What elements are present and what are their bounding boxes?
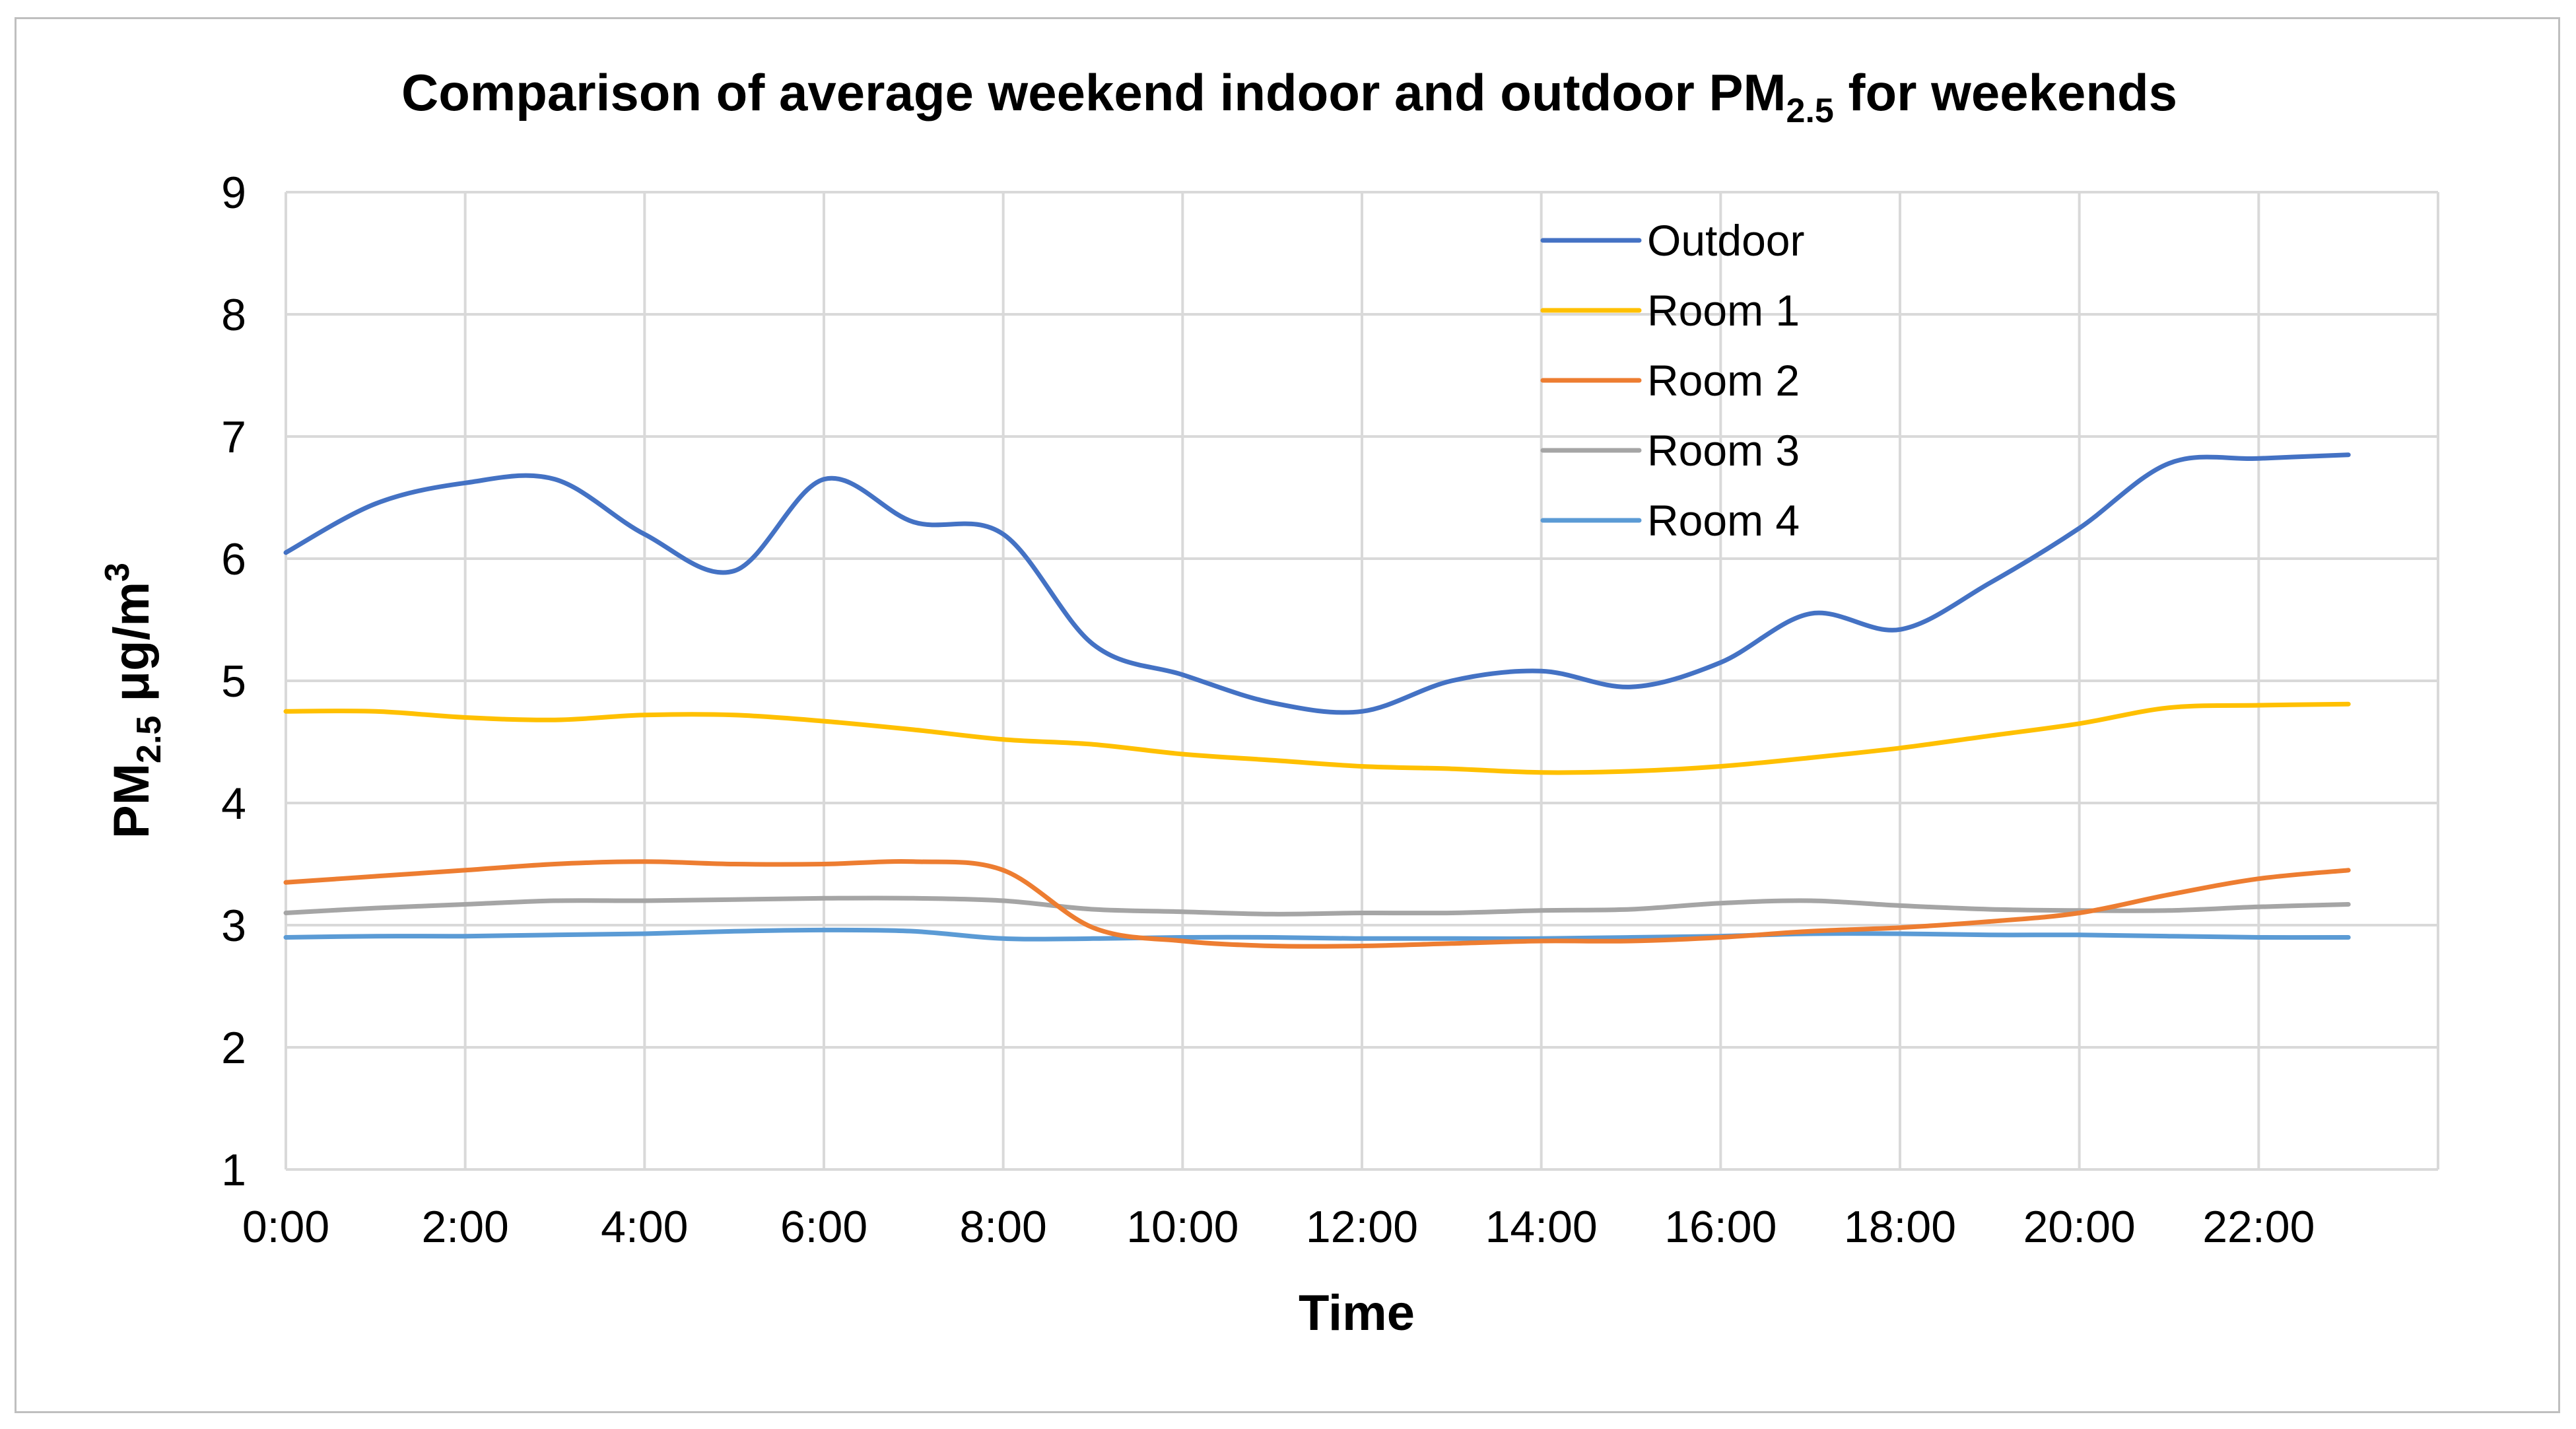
- x-tick-label: 12:00: [1306, 1202, 1418, 1252]
- y-tick-label: 4: [221, 779, 246, 829]
- y-axis-tick-labels: 1 2 3 4 5 6 7 8 9: [221, 168, 246, 1195]
- x-tick-label: 0:00: [242, 1202, 329, 1252]
- chart-title: Comparison of average weekend indoor and…: [401, 63, 2177, 130]
- x-tick-label: 14:00: [1485, 1202, 1598, 1252]
- legend-label-room-4: Room 4: [1647, 496, 1800, 545]
- legend-label-room-2: Room 2: [1647, 356, 1800, 405]
- x-axis-tick-labels: 0:00 2:00 4:00 6:00 8:00 10:00 12:00 14:00 16:00…: [242, 1202, 2315, 1252]
- x-tick-label: 18:00: [1844, 1202, 1956, 1252]
- x-tick-label: 2:00: [421, 1202, 508, 1252]
- series-line-room-1: [283, 701, 2351, 775]
- series-lines: [283, 452, 2351, 949]
- y-tick-label: 7: [221, 412, 246, 462]
- y-tick-label: 9: [221, 168, 246, 218]
- x-tick-label: 10:00: [1126, 1202, 1238, 1252]
- series-line-room-2: [283, 859, 2351, 949]
- x-tick-label: 20:00: [2023, 1202, 2136, 1252]
- gridlines: [285, 191, 2439, 1171]
- x-tick-label: 4:00: [601, 1202, 688, 1252]
- series-line-room-3: [283, 895, 2351, 917]
- legend-label-outdoor: Outdoor: [1647, 216, 1804, 265]
- legend-label-room-1: Room 1: [1647, 286, 1800, 335]
- y-tick-label: 3: [221, 901, 246, 951]
- y-tick-label: 6: [221, 534, 246, 584]
- x-tick-label: 22:00: [2202, 1202, 2315, 1252]
- y-tick-label: 2: [221, 1023, 246, 1073]
- x-axis-title: Time: [1299, 1285, 1415, 1341]
- y-axis-title: PM2.5 μg/m3: [98, 563, 168, 839]
- y-tick-label: 8: [221, 290, 246, 340]
- series-line-outdoor: [283, 452, 2351, 715]
- series-line-room-4: [283, 927, 2351, 942]
- line-chart: Comparison of average weekend indoor and…: [98, 63, 2439, 1341]
- y-tick-label: 1: [221, 1145, 246, 1195]
- x-tick-label: 16:00: [1664, 1202, 1777, 1252]
- legend: Outdoor Room 1 Room 2 Room 3 Room 4: [1540, 216, 1804, 545]
- chart-frame: Comparison of average weekend indoor and…: [15, 17, 2560, 1413]
- x-tick-label: 8:00: [959, 1202, 1046, 1252]
- legend-label-room-3: Room 3: [1647, 426, 1800, 475]
- x-tick-label: 6:00: [780, 1202, 867, 1252]
- y-tick-label: 5: [221, 656, 246, 707]
